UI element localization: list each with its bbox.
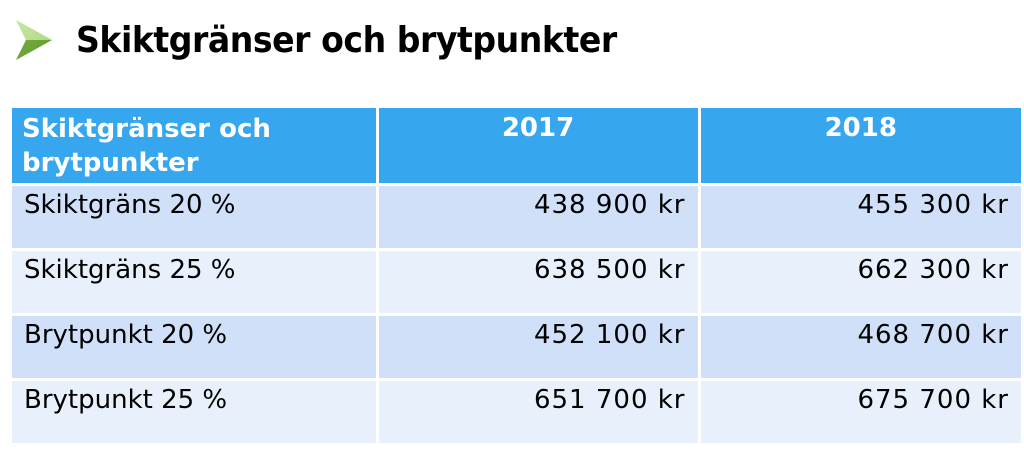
value-2017: 438 900 kr (377, 184, 701, 251)
row-label: Skiktgräns 20 % (12, 184, 379, 251)
row-label: Skiktgräns 25 % (12, 249, 379, 316)
value-2017: 638 500 kr (377, 249, 701, 316)
row-label: Brytpunkt 20 % (12, 314, 379, 381)
slide-title-row: Skiktgränser och brytpunkter (14, 8, 664, 72)
column-header-2018: 2018 (699, 108, 1021, 186)
row-label: Brytpunkt 25 % (12, 379, 379, 446)
data-table: Skiktgränser och brytpunkter 2017 2018 S… (12, 108, 1021, 446)
value-2018: 662 300 kr (699, 249, 1021, 316)
value-2018: 455 300 kr (699, 184, 1021, 251)
value-2017: 651 700 kr (377, 379, 701, 446)
column-header-label: Skiktgränser och brytpunkter (12, 108, 379, 186)
table-header-row: Skiktgränser och brytpunkter 2017 2018 (12, 108, 1021, 186)
page-title: Skiktgränser och brytpunkter (76, 19, 617, 61)
value-2017: 452 100 kr (377, 314, 701, 381)
value-2018: 468 700 kr (699, 314, 1021, 381)
column-header-2017: 2017 (377, 108, 701, 186)
arrow-bullet-icon (16, 20, 52, 60)
table-row: Skiktgräns 25 % 638 500 kr 662 300 kr (12, 249, 1021, 316)
table-row: Brytpunkt 25 % 651 700 kr 675 700 kr (12, 379, 1021, 446)
table-row: Skiktgräns 20 % 438 900 kr 455 300 kr (12, 184, 1021, 251)
value-2018: 675 700 kr (699, 379, 1021, 446)
table-row: Brytpunkt 20 % 452 100 kr 468 700 kr (12, 314, 1021, 381)
